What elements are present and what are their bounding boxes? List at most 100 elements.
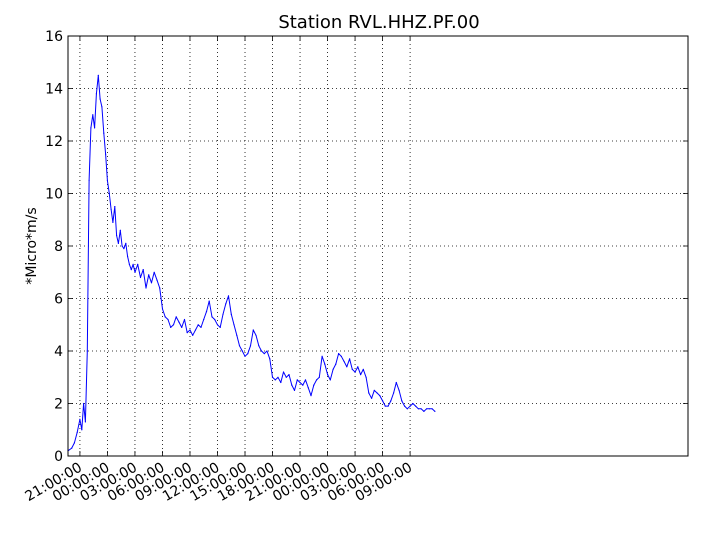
- data-point: [324, 363, 326, 365]
- data-point: [159, 287, 161, 289]
- data-point: [86, 350, 88, 352]
- data-point: [387, 405, 389, 407]
- data-point: [316, 379, 318, 381]
- data-point: [340, 355, 342, 357]
- data-point: [92, 114, 94, 116]
- data-point: [125, 242, 127, 244]
- data-point: [285, 376, 287, 378]
- data-point: [71, 447, 73, 449]
- data-point: [406, 408, 408, 410]
- data-point: [216, 324, 219, 326]
- data-point: [225, 303, 227, 305]
- data-point: [112, 221, 114, 223]
- data-point: [142, 269, 144, 271]
- data-point: [192, 334, 194, 336]
- data-point: [423, 410, 425, 412]
- data-point: [128, 263, 130, 265]
- data-point: [110, 208, 112, 210]
- data-point: [318, 376, 320, 378]
- data-point: [354, 371, 356, 373]
- data-point: [401, 400, 403, 402]
- y-tick-label: 14: [45, 82, 63, 98]
- data-point: [73, 442, 75, 444]
- data-point: [373, 389, 375, 391]
- data-point: [390, 400, 392, 402]
- data-point: [194, 329, 197, 331]
- data-point: [393, 392, 395, 394]
- data-point: [134, 271, 136, 273]
- data-point: [415, 405, 417, 407]
- data-point: [81, 429, 83, 431]
- data-point: [335, 363, 337, 365]
- data-point: [105, 153, 107, 155]
- data-point: [332, 368, 334, 370]
- data-point: [167, 318, 169, 321]
- data-point: [329, 379, 331, 381]
- data-point: [293, 389, 296, 391]
- data-point: [420, 408, 422, 410]
- data-point: [280, 381, 282, 384]
- data-point: [346, 366, 348, 368]
- data-point: [83, 402, 85, 405]
- data-point: [172, 324, 175, 326]
- data-point: [79, 418, 81, 420]
- data-point: [360, 374, 362, 376]
- data-point: [139, 276, 142, 279]
- data-point: [88, 179, 90, 181]
- data-point: [108, 192, 110, 195]
- data-point: [304, 379, 307, 381]
- data-point: [238, 345, 241, 347]
- data-point: [170, 326, 172, 328]
- data-point: [227, 295, 230, 297]
- data-point: [233, 324, 235, 326]
- data-point: [258, 345, 260, 347]
- data-point: [376, 392, 378, 394]
- data-point: [431, 408, 433, 410]
- y-tick-label: 0: [54, 449, 63, 465]
- data-point: [76, 431, 78, 433]
- data-point: [404, 405, 406, 407]
- series-layer: [67, 74, 436, 452]
- data-point: [95, 93, 97, 95]
- data-point: [260, 350, 263, 352]
- data-point: [428, 408, 430, 410]
- data-point: [426, 408, 428, 410]
- data-point: [236, 334, 238, 336]
- data-point: [338, 353, 340, 355]
- data-point: [398, 389, 400, 391]
- data-point: [379, 395, 381, 397]
- data-point: [434, 410, 436, 412]
- data-point: [214, 318, 216, 321]
- data-point: [208, 300, 210, 302]
- data-point: [241, 350, 243, 352]
- data-point: [371, 397, 373, 399]
- data-point: [203, 318, 205, 321]
- data-point: [263, 353, 265, 355]
- data-point: [197, 324, 199, 326]
- chart-title: Station RVL.HHZ.PF.00: [278, 12, 479, 33]
- y-tick-label: 16: [45, 29, 63, 45]
- data-point: [321, 355, 323, 357]
- data-point: [230, 313, 232, 315]
- plot-frame: [67, 35, 689, 457]
- data-point: [412, 402, 414, 405]
- data-point: [368, 392, 370, 394]
- data-point: [117, 242, 119, 244]
- data-point: [299, 381, 301, 384]
- y-tick-label: 10: [45, 187, 63, 203]
- data-point: [249, 345, 252, 347]
- data-point: [343, 360, 345, 363]
- y-tick-label: 6: [54, 292, 63, 308]
- data-point: [137, 263, 139, 265]
- data-point: [222, 313, 224, 315]
- data-point: [357, 366, 359, 368]
- data-point: [181, 326, 183, 328]
- data-point: [127, 255, 129, 258]
- data-point: [362, 368, 364, 370]
- data-point: [211, 316, 213, 318]
- data-point: [123, 248, 125, 250]
- data-point: [255, 334, 257, 336]
- data-point: [351, 368, 353, 370]
- data-point: [277, 376, 279, 378]
